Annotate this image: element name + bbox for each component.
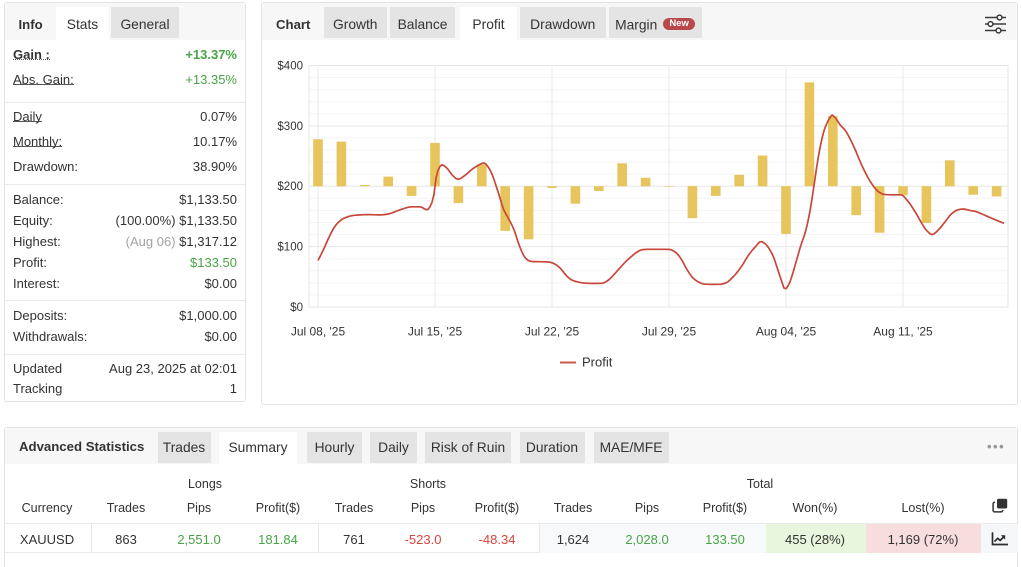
svg-text:Jul 22, '25: Jul 22, '25 — [525, 325, 580, 339]
svg-text:Jul 15, '25: Jul 15, '25 — [408, 325, 463, 339]
svg-text:Jul 08, '25: Jul 08, '25 — [291, 325, 346, 339]
svg-text:$100: $100 — [277, 242, 303, 254]
svg-text:$400: $400 — [277, 61, 303, 73]
svg-text:Aug 04, '25: Aug 04, '25 — [756, 325, 817, 339]
svg-text:Jul 29, '25: Jul 29, '25 — [642, 325, 697, 339]
svg-text:$200: $200 — [277, 181, 303, 193]
svg-text:$0: $0 — [290, 302, 303, 314]
svg-text:Profit: Profit — [582, 355, 613, 370]
svg-text:$300: $300 — [277, 121, 303, 133]
svg-text:Aug 11, '25: Aug 11, '25 — [873, 325, 933, 339]
